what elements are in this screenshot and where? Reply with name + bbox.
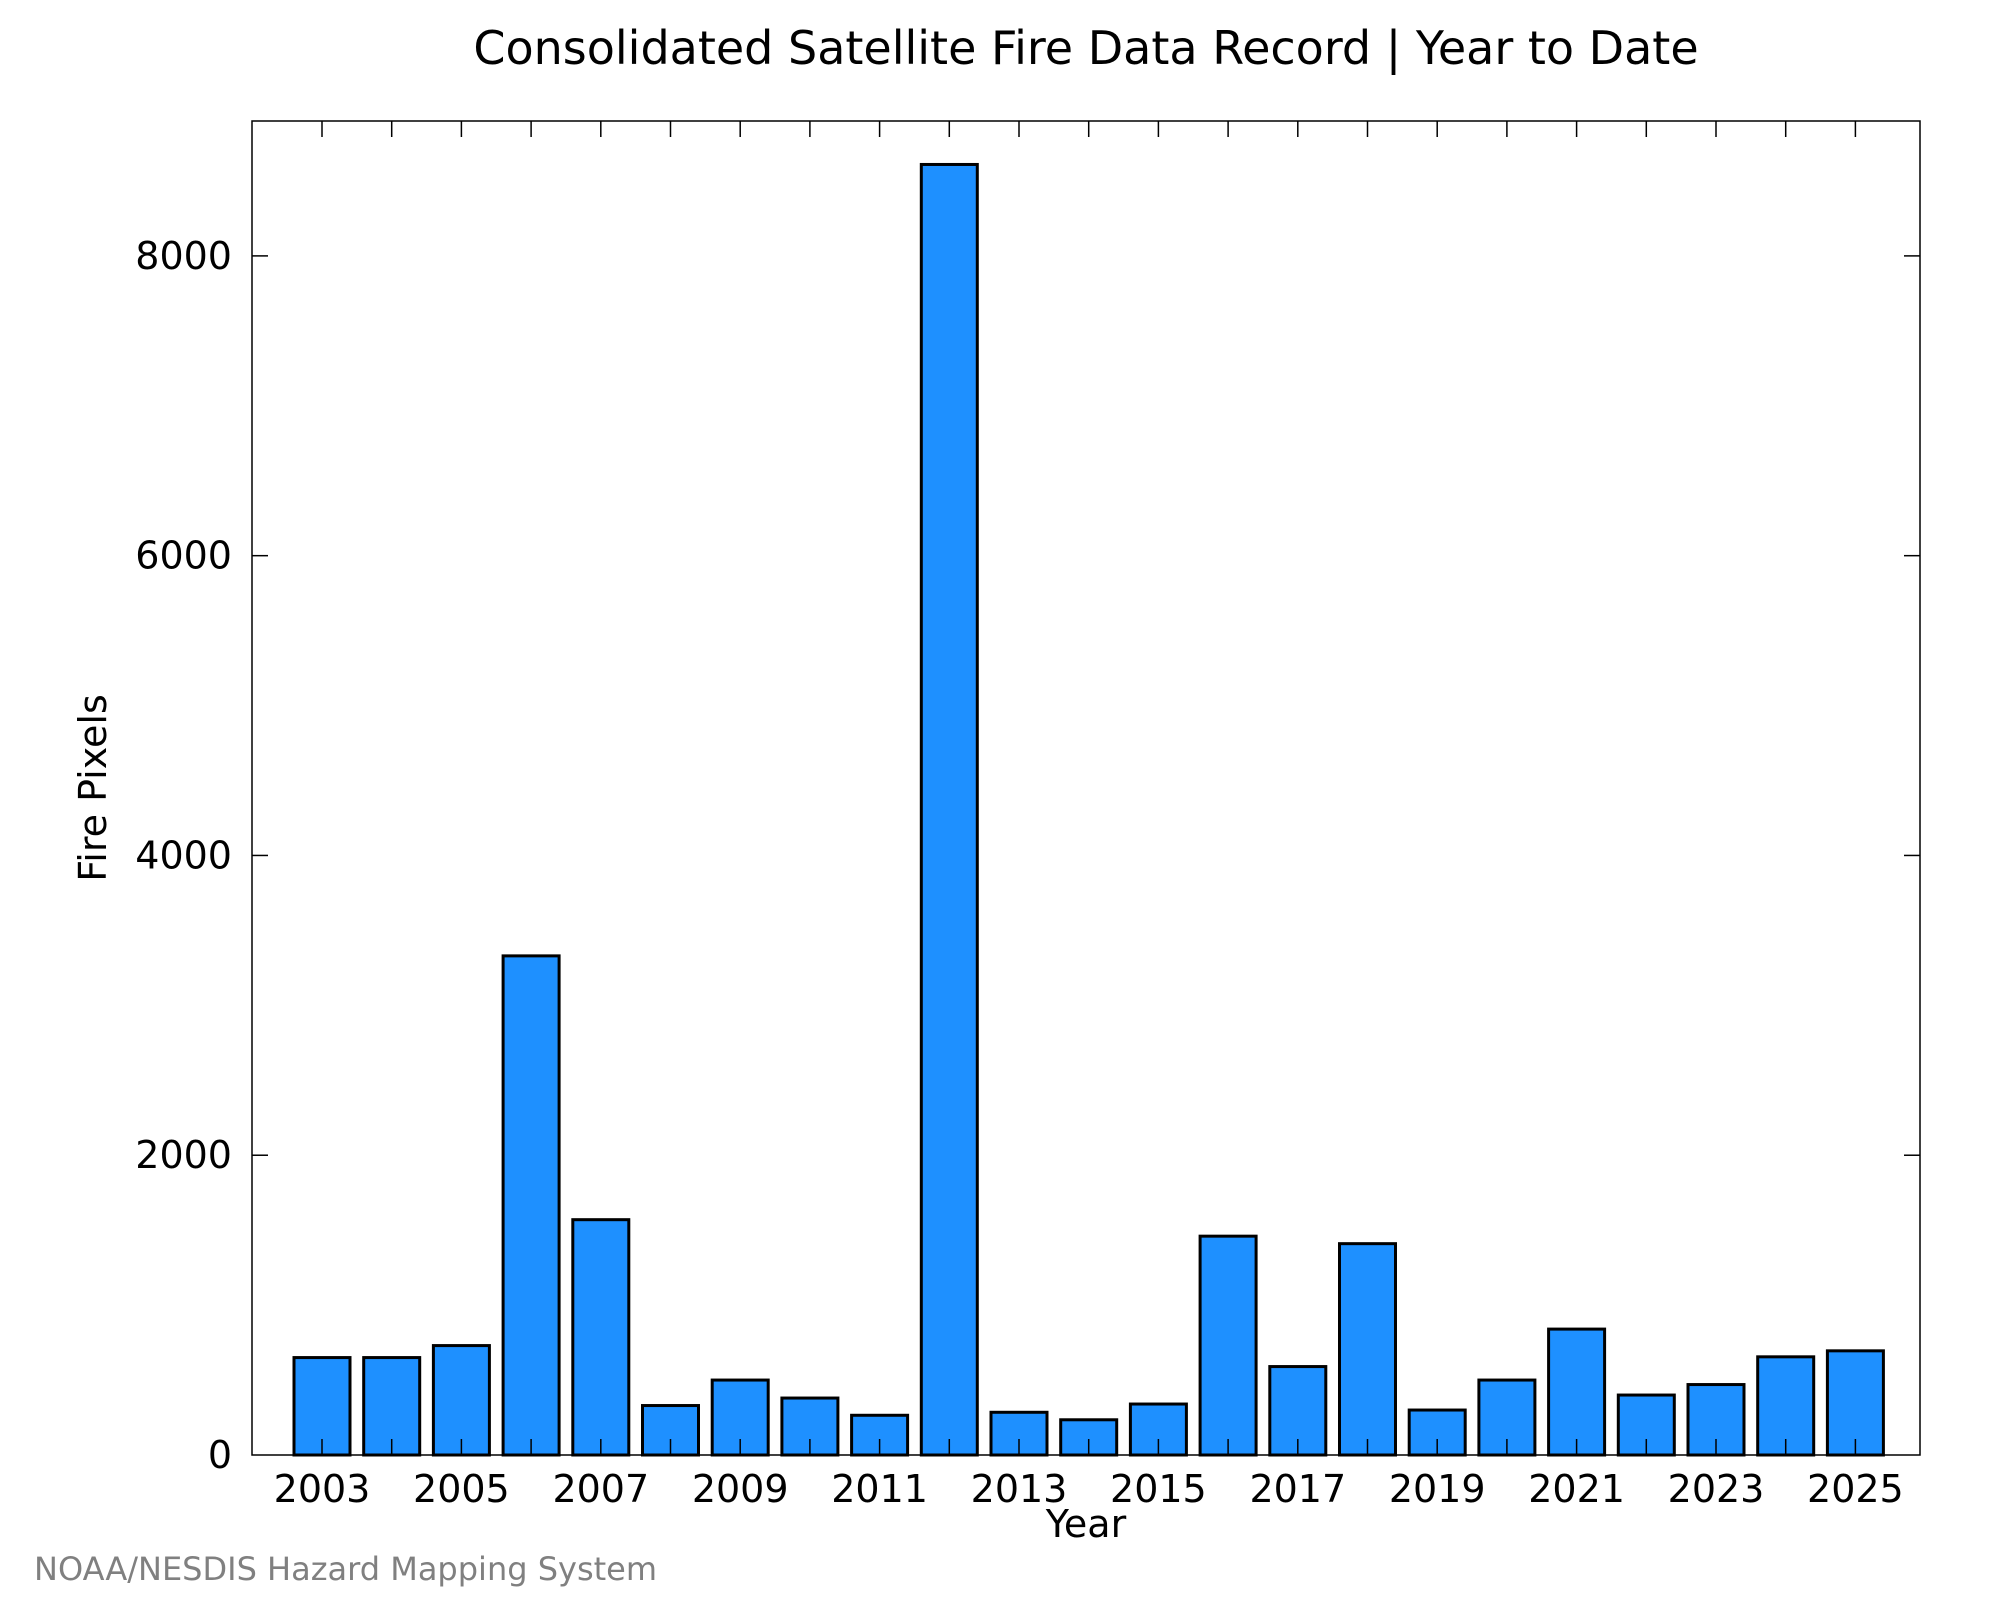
x-tick-label: 2005 [413, 1467, 510, 1511]
y-tick-label: 4000 [135, 833, 232, 877]
x-tick-label: 2017 [1249, 1467, 1346, 1511]
source-note: NOAA/NESDIS Hazard Mapping System [34, 1550, 657, 1588]
plot-frame [251, 120, 1921, 1456]
y-tick-label: 6000 [135, 534, 232, 578]
y-tick-label: 2000 [135, 1133, 232, 1177]
x-tick-label: 2021 [1528, 1467, 1625, 1511]
x-tick-label: 2009 [692, 1467, 789, 1511]
x-tick-label: 2011 [831, 1467, 928, 1511]
bar-2006 [501, 954, 561, 1457]
chart-title: Consolidated Satellite Fire Data Record … [473, 21, 1698, 76]
y-tick-label: 8000 [135, 234, 232, 278]
x-tick-label: 2025 [1807, 1467, 1904, 1511]
y-axis-label: Fire Pixels [71, 694, 115, 882]
bar-2012 [919, 162, 979, 1457]
ticks-layer: 2003 2005 2007 2009 2011 2013 2015 2017 2019 2021… [135, 121, 1920, 1511]
x-tick-label: 2003 [274, 1467, 371, 1511]
x-tick-label: 2019 [1389, 1467, 1486, 1511]
bars-layer [292, 162, 1885, 1457]
bar-2025 [1825, 1349, 1885, 1457]
bar-2021 [1547, 1327, 1607, 1457]
x-axis-label: Year [1045, 1502, 1127, 1546]
x-tick-label: 2015 [1110, 1467, 1207, 1511]
bar-2005 [431, 1344, 491, 1457]
x-tick-label: 2007 [552, 1467, 649, 1511]
bar-2007 [571, 1218, 631, 1457]
bar-2018 [1338, 1242, 1397, 1457]
x-tick-label: 2023 [1668, 1467, 1765, 1511]
x-tick-label: 2013 [971, 1467, 1068, 1511]
bar-2016 [1198, 1234, 1258, 1457]
y-tick-label: 0 [208, 1433, 232, 1477]
